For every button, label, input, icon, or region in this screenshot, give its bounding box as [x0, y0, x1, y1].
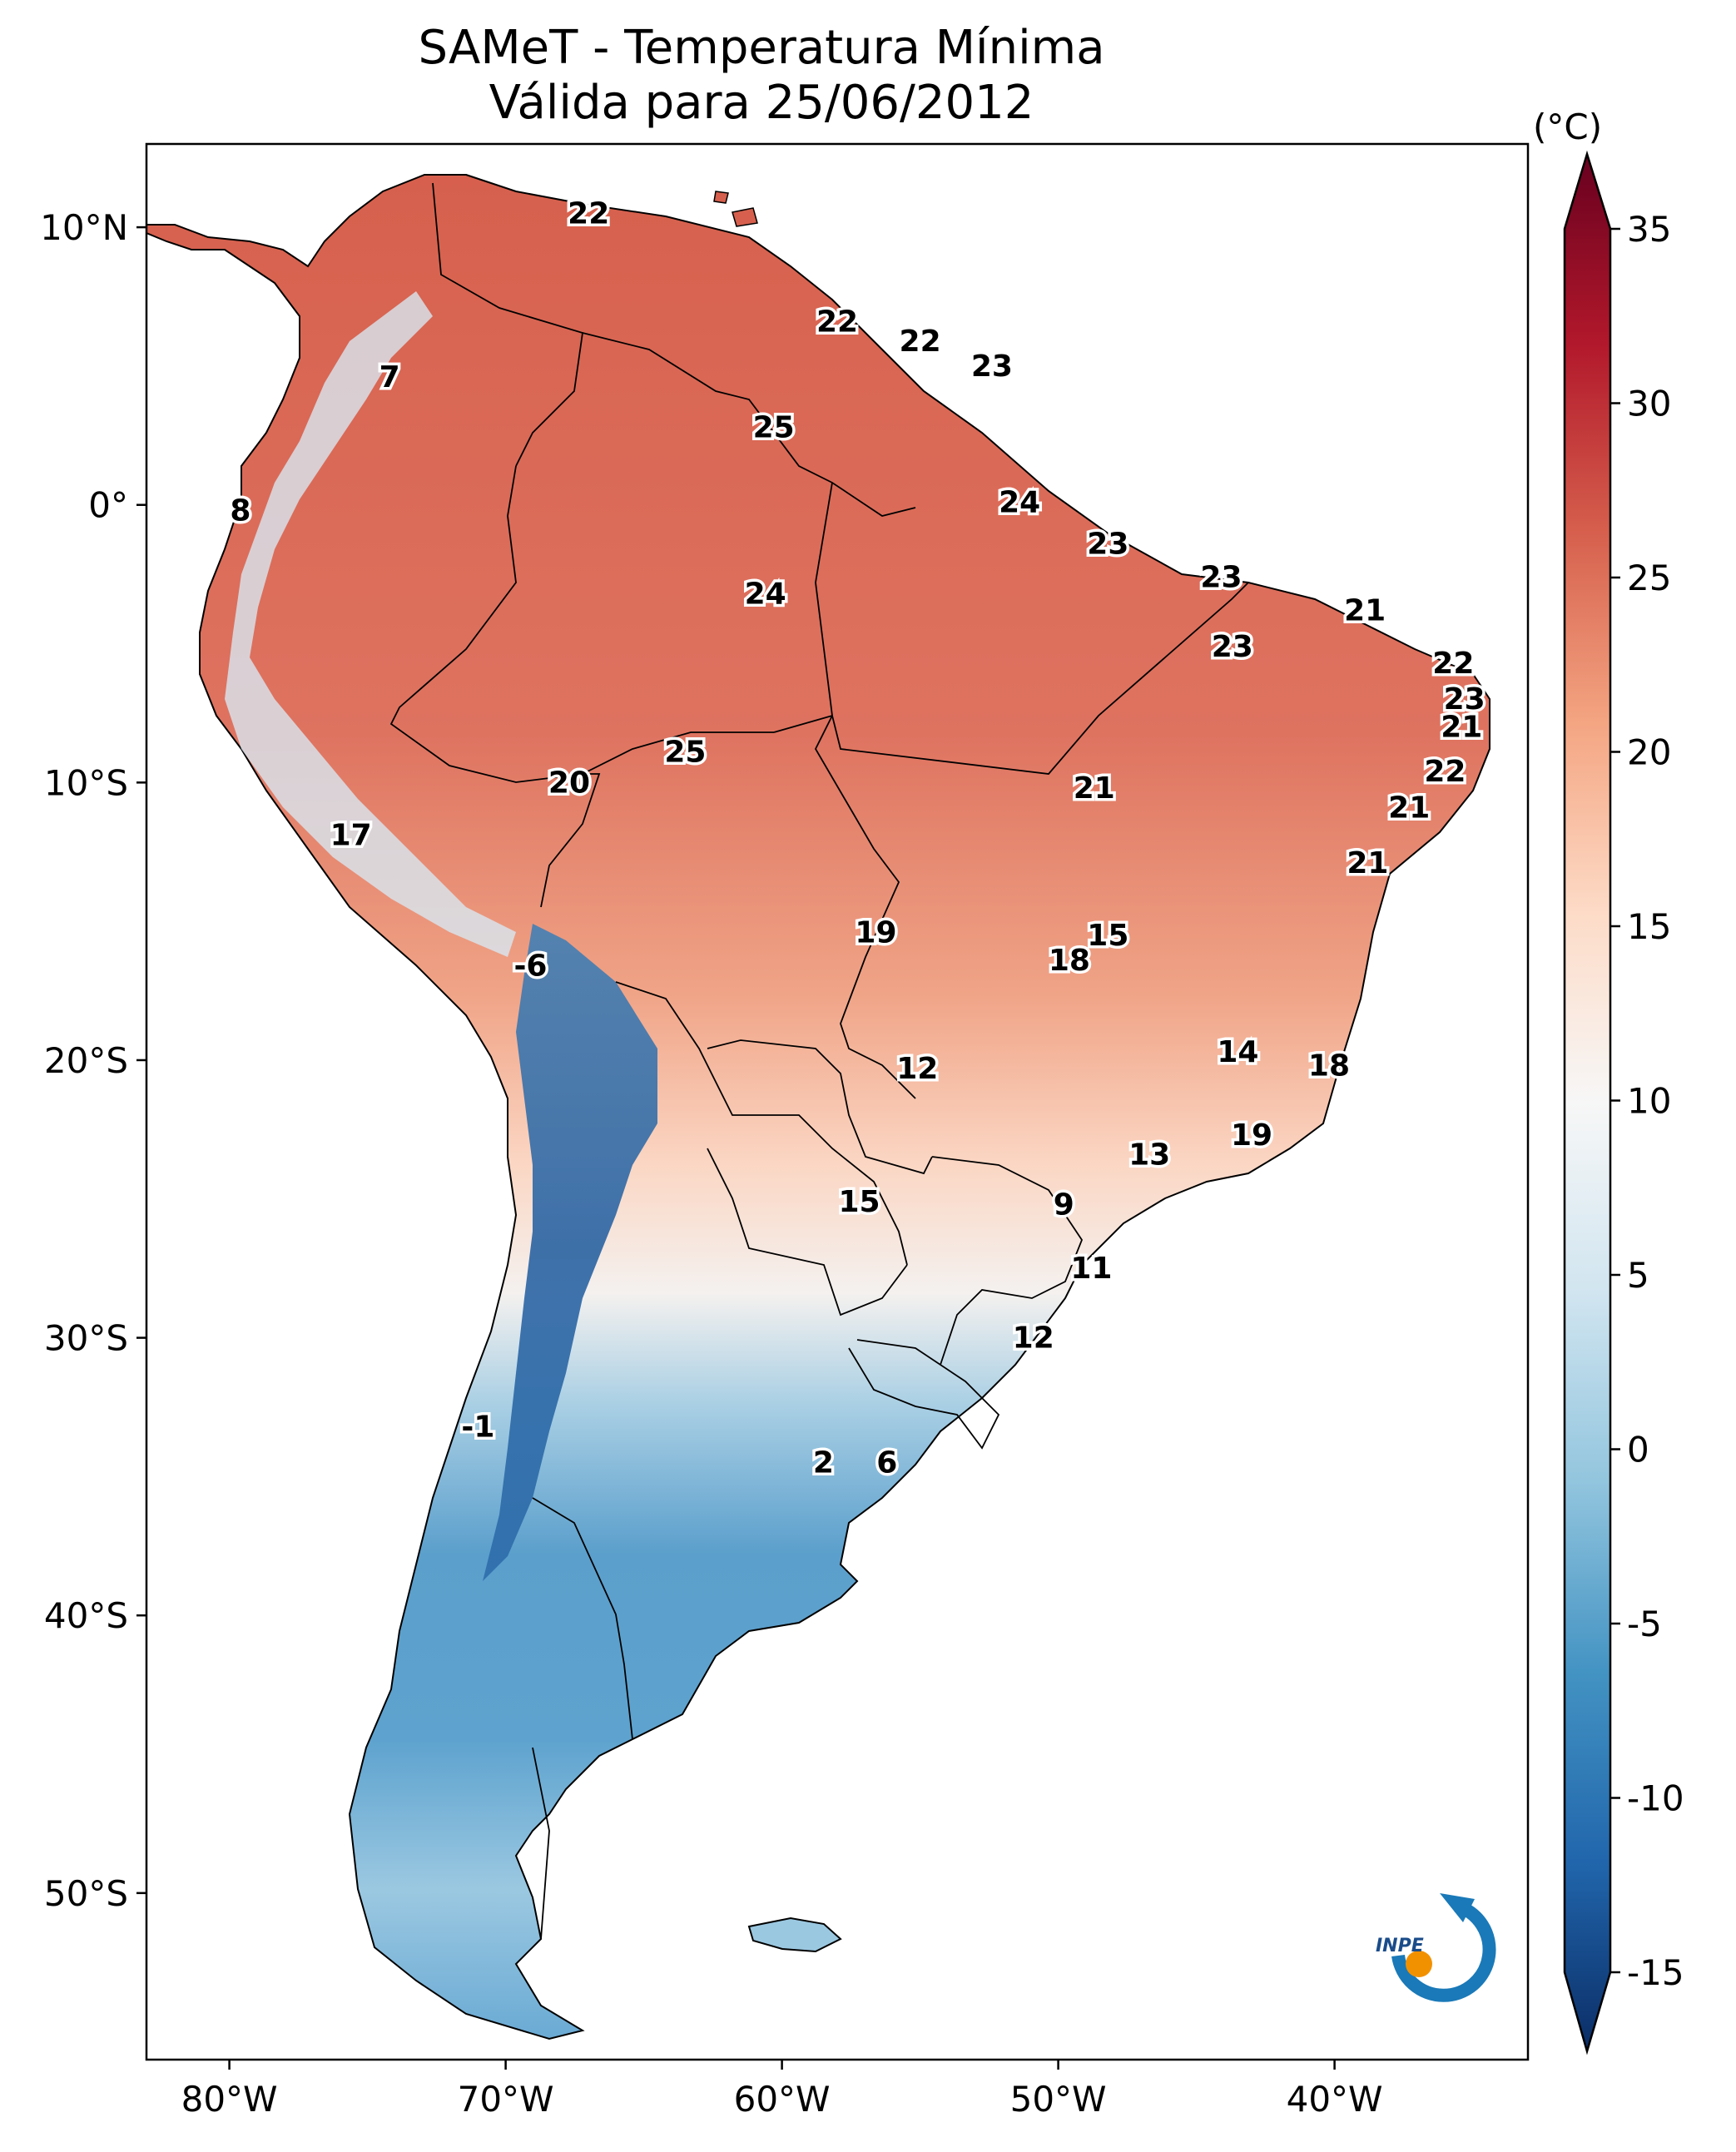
colorbar-tick-label: 10: [1627, 1081, 1671, 1122]
temperature-label: 11: [1070, 1252, 1112, 1286]
temperature-label: 18: [1049, 944, 1090, 978]
map-title: SAMeT - Temperatura Mínima: [418, 21, 1105, 75]
temperature-label: 21: [1347, 846, 1388, 880]
colorbar-tick-label: 35: [1627, 209, 1671, 250]
lon-tick-label: 70°W: [458, 2079, 554, 2120]
colorbar-unit: (°C): [1533, 107, 1603, 147]
colorbar-tick-label: -5: [1627, 1604, 1662, 1644]
temperature-label: 23: [1200, 560, 1242, 594]
colorbar-tick-label: 25: [1627, 558, 1671, 598]
colorbar-tick-label: -15: [1627, 1952, 1684, 1993]
temperature-label: 13: [1128, 1138, 1170, 1172]
temperature-label: 8: [230, 493, 250, 528]
temperature-label: 12: [896, 1052, 938, 1086]
lat-tick-label: 30°S: [44, 1318, 128, 1359]
continent-shape: [146, 174, 1490, 2040]
country-borders: [389, 182, 1249, 1940]
temperature-label: 19: [855, 915, 896, 950]
temperature-label: 21: [1441, 711, 1482, 745]
temperature-label: 25: [664, 736, 706, 770]
temperature-label: 21: [1388, 791, 1430, 825]
lon-tick-label: 40°W: [1287, 2079, 1383, 2120]
lon-tick-label: 50°W: [1010, 2079, 1107, 2120]
colorbar-tick-label: 5: [1627, 1255, 1649, 1296]
andes-cold-band: [483, 924, 657, 1581]
map-frame: [145, 142, 1530, 2061]
temperature-label: 25: [753, 410, 795, 444]
temperature-label: 7: [379, 360, 400, 394]
temperature-label: 6: [876, 1446, 897, 1480]
lon-tick-label: 60°W: [734, 2079, 831, 2120]
temperature-label: 20: [548, 766, 590, 800]
lat-tick-label: 10°S: [44, 762, 128, 803]
temperature-label: 9: [1054, 1188, 1074, 1222]
temperature-label: -1: [461, 1410, 494, 1444]
temperature-label: 22: [816, 305, 858, 340]
temperature-label: 22: [900, 325, 941, 359]
lon-axis: 80°W 70°W 60°W 50°W 40°W: [181, 2060, 1383, 2120]
map-area: [146, 144, 1528, 2060]
lat-tick-label: 10°N: [40, 207, 128, 248]
colorbar-tick-label: 30: [1627, 384, 1671, 424]
lat-tick-label: 40°S: [44, 1595, 128, 1636]
temperature-label: 15: [839, 1185, 880, 1219]
lat-tick-label: 0°: [88, 485, 128, 526]
temperature-label: 15: [1087, 919, 1128, 953]
temperature-label: 24: [999, 485, 1040, 519]
temperature-label: 22: [1432, 647, 1474, 681]
temperature-label: 23: [971, 350, 1013, 384]
temperature-label: 24: [745, 577, 786, 611]
lat-axis: 10°N 0° 10°S 20°S 30°S 40°S 50°S: [40, 207, 146, 1914]
andes-north-band: [225, 291, 516, 957]
temperature-label: 23: [1444, 682, 1486, 717]
temperature-label: 21: [1074, 771, 1115, 806]
colorbar-tick-label: 20: [1627, 732, 1671, 773]
colorbar-tick-label: 15: [1627, 906, 1671, 947]
colorbar-tick-label: -10: [1627, 1778, 1684, 1819]
temperature-label: 18: [1308, 1049, 1350, 1083]
colorbar-body: [1563, 150, 1612, 2055]
colorbar-tick-label: 0: [1627, 1430, 1649, 1470]
temperature-label: 2: [813, 1446, 834, 1480]
lat-tick-label: 50°S: [44, 1873, 128, 1914]
falklands-island: [747, 1916, 842, 1953]
temperature-label: 21: [1344, 593, 1386, 627]
lat-tick-label: 20°S: [44, 1040, 128, 1081]
temperature-label: 23: [1087, 527, 1128, 561]
inpe-logo: INPE: [1376, 1893, 1496, 2002]
temperature-label: -6: [513, 950, 547, 984]
lon-tick-label: 80°W: [181, 2079, 278, 2120]
temperature-label: 22: [568, 196, 609, 231]
caribbean-islands: [713, 191, 758, 227]
map-subtitle: Válida para 25/06/2012: [489, 76, 1034, 130]
colorbar: 35 30 25 20 15 10 5 0 -5 -10 -15: [1563, 150, 1684, 2055]
temperature-label: 17: [330, 819, 372, 853]
temperature-label: 23: [1212, 630, 1253, 664]
temperature-label: 14: [1217, 1035, 1258, 1069]
temperature-label: 19: [1231, 1118, 1272, 1153]
temperature-label: 12: [1013, 1321, 1054, 1356]
temperature-label: 22: [1424, 755, 1466, 789]
inpe-logo-text: INPE: [1376, 1936, 1424, 1956]
